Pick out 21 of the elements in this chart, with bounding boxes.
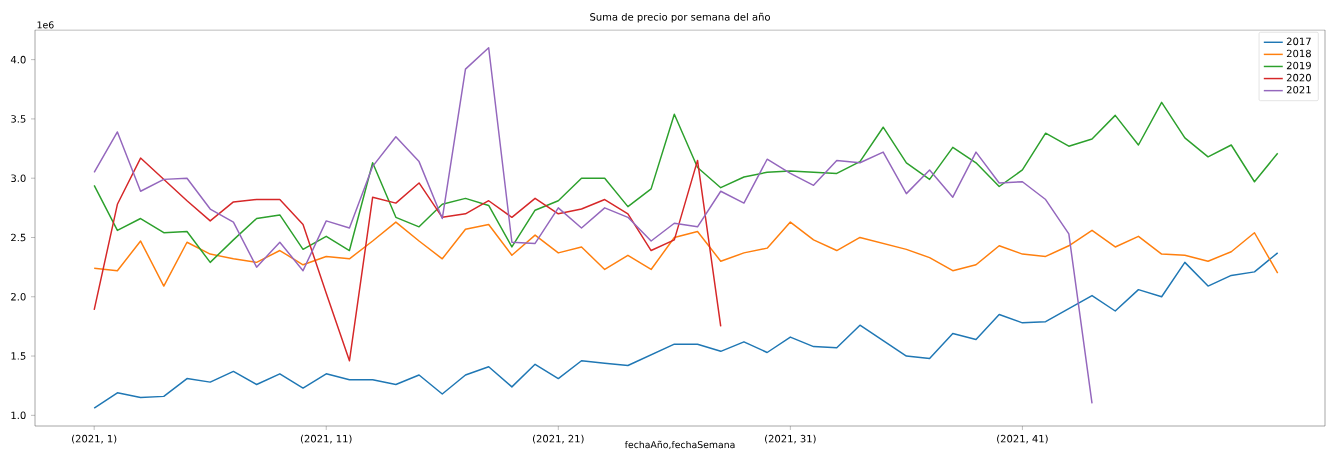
x-tick-label: (2021, 11) xyxy=(300,434,352,444)
legend-label: 2017 xyxy=(1286,37,1311,46)
x-axis-title: fechaAño,fechaSemana xyxy=(624,440,735,450)
legend-label: 2018 xyxy=(1286,49,1311,58)
y-tick-label: 2.0 xyxy=(11,292,26,301)
y-tick-label: 1.5 xyxy=(11,352,26,360)
line-series xyxy=(93,47,1093,405)
y-tick-label: 4.0 xyxy=(10,55,26,64)
x-tick-label: (2021, 41) xyxy=(997,434,1048,444)
y-tick-label: 3.5 xyxy=(11,115,26,123)
x-tick-label: (2021, 21) xyxy=(532,434,584,444)
x-tick-label: (2021, 31) xyxy=(765,434,816,444)
legend-label: 2019 xyxy=(1286,61,1311,70)
y-tick-label: 1.0 xyxy=(11,411,26,420)
y-tick-label: 3.0 xyxy=(11,174,26,182)
legend-label: 2020 xyxy=(1286,73,1311,82)
text: 1e6 xyxy=(37,21,54,29)
y-tick-label: 2.5 xyxy=(11,233,26,242)
chart-title: Suma de precio por semana del año xyxy=(590,12,770,23)
x-tick-label: (2021, 1) xyxy=(72,434,117,444)
legend-label: 2021 xyxy=(1286,85,1311,94)
